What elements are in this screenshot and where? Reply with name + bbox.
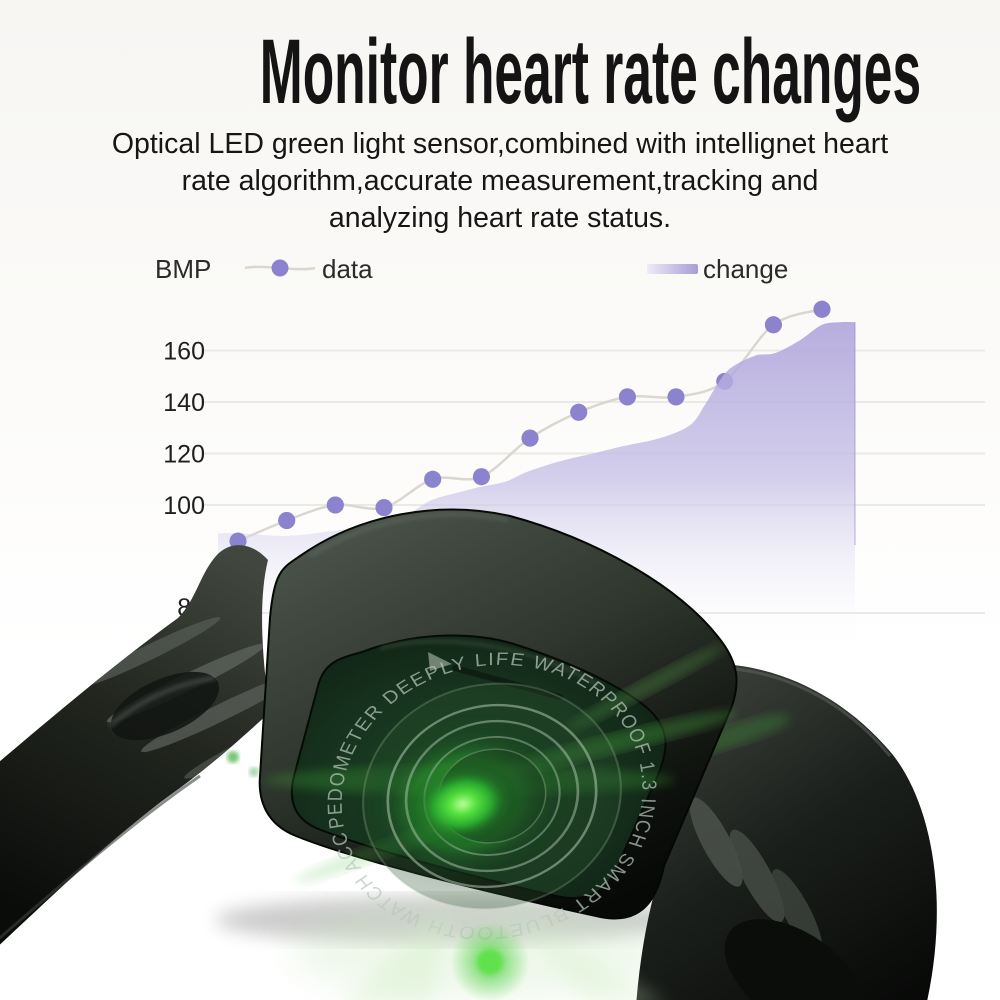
watch-back-plate — [290, 634, 667, 899]
y-tick-label-100: 100 — [163, 492, 205, 520]
green-beam-right — [503, 711, 737, 773]
data-dot-8 — [618, 388, 636, 406]
right-strap-ridges — [679, 714, 866, 1000]
green-ray-right — [505, 905, 660, 1000]
left-strap — [0, 545, 270, 945]
data-dot-under-12 — [813, 300, 831, 318]
case-top-highlight — [308, 512, 509, 558]
subtitle-line-2: rate algorithm,accurate measurement,trac… — [181, 165, 819, 197]
sensor-ring-outer-icon — [386, 703, 598, 889]
data-dot-11 — [764, 316, 782, 334]
data-dot-under-2 — [326, 496, 344, 514]
data-dot-under-4 — [424, 470, 442, 488]
sensor-assembly: PEDOMETER DEEPLY LIFE WATERPROOF 1.3 INC… — [297, 619, 687, 973]
data-dot-9 — [667, 388, 685, 406]
green-beam-upper-right — [565, 645, 725, 731]
data-dot-under-1 — [278, 512, 296, 529]
data-dot-under-6 — [521, 429, 539, 447]
floor-green-wash — [290, 904, 670, 1000]
data-line — [237, 308, 823, 543]
green-beam-on-strap — [679, 714, 791, 756]
legend-label-data: data — [322, 254, 373, 284]
legend-dot-icon — [271, 259, 289, 277]
right-strap — [636, 663, 937, 1000]
green-reflection-dot-2 — [249, 767, 259, 777]
subtitle: Optical LED green light sensor,combined … — [0, 126, 1000, 237]
legend-label-change: change — [703, 254, 789, 284]
legend-change-swatch-icon — [647, 264, 698, 274]
green-glow-halo — [450, 922, 530, 1000]
data-dot-7 — [570, 403, 588, 421]
green-glow-dot — [477, 949, 503, 975]
sensor-center-disc — [437, 748, 547, 844]
watch-case: PEDOMETER DEEPLY LIFE WATERPROOF 1.3 INC… — [227, 508, 738, 973]
data-dot-3 — [375, 499, 393, 517]
green-beam-lower-left — [295, 817, 469, 883]
subtitle-line-1: Optical LED green light sensor,combined … — [111, 128, 889, 160]
data-dot-under-8 — [618, 388, 636, 406]
green-ray-left — [345, 905, 450, 1000]
engraved-ring-textpath: PEDOMETER DEEPLY LIFE WATERPROOF 1.3 INC… — [297, 619, 687, 973]
data-dot-under-5 — [472, 468, 490, 486]
data-dot-1 — [278, 512, 296, 529]
sensor-platform — [362, 682, 622, 910]
under-watch-glow — [345, 905, 660, 1000]
data-dot-under-11 — [764, 316, 782, 334]
sensor-ring-middle-icon — [404, 719, 580, 873]
sensor-ring-inner-icon — [423, 736, 561, 856]
data-dot-under-10 — [716, 372, 734, 390]
engraved-ring-text: PEDOMETER DEEPLY LIFE WATERPROOF 1.3 INC… — [297, 619, 687, 973]
data-dot-4 — [424, 470, 442, 488]
y-tick-label-160: 160 — [163, 337, 205, 365]
data-dot-under-0 — [229, 532, 247, 550]
subtitle-line-3: analyzing heart rate status. — [328, 202, 672, 234]
data-dot-6 — [521, 429, 539, 447]
y-tick-label-140: 140 — [163, 389, 205, 417]
data-dot-5 — [472, 468, 490, 486]
page-title: Monitor heart rate changes — [0, 24, 1000, 120]
data-dot-0 — [229, 532, 247, 550]
axis-unit-label: BMP — [155, 254, 212, 284]
y-tick-label-120: 120 — [163, 440, 205, 468]
left-strap-ridges — [79, 617, 270, 798]
plate-dark-slash — [452, 665, 563, 700]
y-tick-label-80: 80 — [177, 594, 205, 622]
data-dot-12 — [813, 300, 831, 318]
green-beam-horizontal — [265, 766, 675, 794]
sensor-glow-wide — [361, 718, 572, 885]
data-dot-under-7 — [570, 403, 588, 421]
legend-data-marker-icon — [244, 259, 316, 277]
watch-shadow — [215, 896, 685, 944]
sensor-led-glow — [405, 760, 521, 848]
data-dot-under-9 — [667, 388, 685, 406]
page-title-text: Monitor heart rate changes — [259, 21, 922, 123]
plate-highlight-sliver — [428, 652, 452, 671]
change-area — [218, 322, 855, 652]
data-dot-2 — [326, 496, 344, 514]
data-dot-under-3 — [375, 499, 393, 517]
green-reflection-dot-1 — [227, 751, 239, 763]
